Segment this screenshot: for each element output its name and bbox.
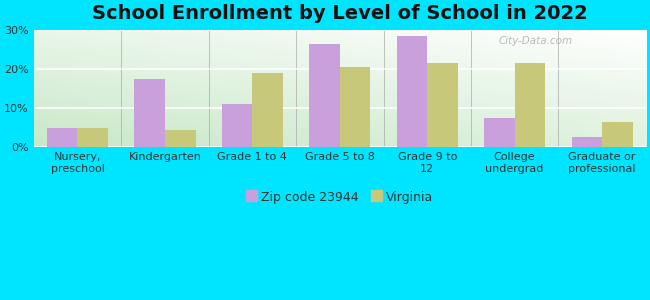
Bar <box>515 63 545 147</box>
Bar <box>602 122 632 147</box>
Bar <box>252 73 283 147</box>
Legend: Zip code 23944, Virginia: Zip code 23944, Virginia <box>241 186 439 208</box>
Text: City-Data.com: City-Data.com <box>499 36 573 46</box>
Bar <box>165 130 196 147</box>
Bar <box>340 67 370 147</box>
Bar <box>222 104 252 147</box>
Bar <box>484 118 515 147</box>
Title: School Enrollment by Level of School in 2022: School Enrollment by Level of School in … <box>92 4 588 23</box>
Bar <box>309 44 340 147</box>
Bar <box>77 128 108 147</box>
Bar <box>427 63 458 147</box>
Bar <box>396 36 427 147</box>
Bar <box>135 79 165 147</box>
Bar <box>571 137 602 147</box>
Bar <box>47 128 77 147</box>
